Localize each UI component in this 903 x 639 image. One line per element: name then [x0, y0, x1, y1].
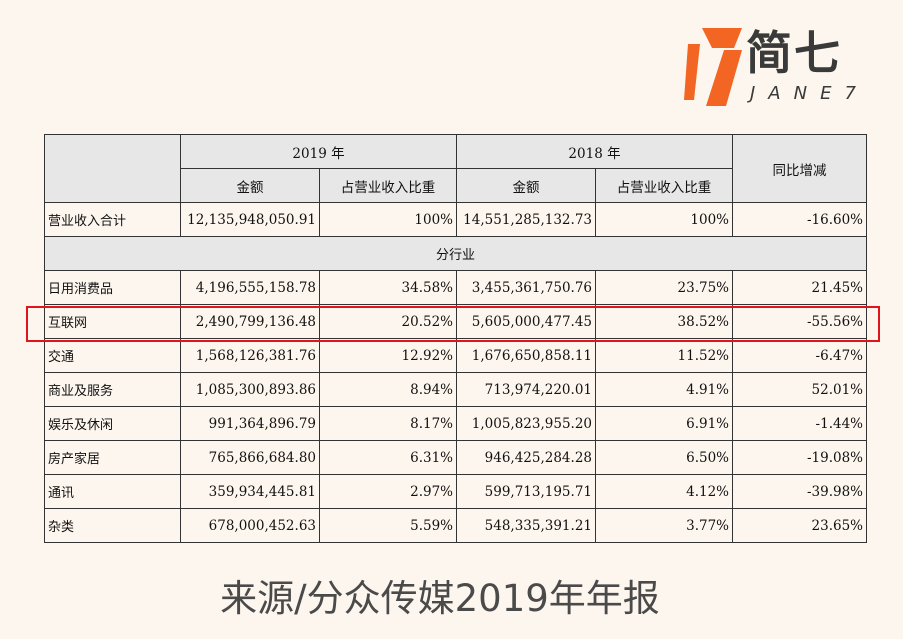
row-share-2019: 12.92% — [319, 338, 457, 373]
row-label: 房产家居 — [44, 440, 181, 475]
header-blank — [44, 134, 181, 203]
row-amount-2018: 1,676,650,858.11 — [456, 338, 596, 373]
row-yoy: -19.08% — [732, 440, 867, 475]
total-yoy: -16.60% — [732, 202, 867, 237]
row-amount-2018: 5,605,000,477.45 — [456, 304, 596, 339]
row-amount-2019: 765,866,684.80 — [180, 440, 320, 475]
brand-logo: 简七 JANE7 — [684, 24, 884, 108]
total-amount-2019: 12,135,948,050.91 — [180, 202, 320, 237]
table-row: 杂类 678,000,452.63 5.59% 548,335,391.21 3… — [44, 508, 867, 543]
row-amount-2019: 2,490,799,136.48 — [180, 304, 320, 339]
row-yoy: -6.47% — [732, 338, 867, 373]
row-yoy: 21.45% — [732, 270, 867, 305]
row-yoy: -39.98% — [732, 474, 867, 509]
row-amount-2019: 678,000,452.63 — [180, 508, 320, 543]
row-label: 通讯 — [44, 474, 181, 509]
total-share-2018: 100% — [595, 202, 733, 237]
table-row: 交通 1,568,126,381.76 12.92% 1,676,650,858… — [44, 338, 867, 373]
row-amount-2019: 1,568,126,381.76 — [180, 338, 320, 373]
row-yoy: 52.01% — [732, 372, 867, 407]
header-2019: 2019 年 — [180, 134, 457, 169]
row-share-2019: 20.52% — [319, 304, 457, 339]
row-amount-2019: 991,364,896.79 — [180, 406, 320, 441]
section-label: 分行业 — [44, 236, 867, 271]
row-amount-2018: 548,335,391.21 — [456, 508, 596, 543]
row-share-2018: 11.52% — [595, 338, 733, 373]
highlight-box — [26, 306, 880, 342]
row-share-2019: 6.31% — [319, 440, 457, 475]
row-yoy: 23.65% — [732, 508, 867, 543]
total-row: 营业收入合计 12,135,948,050.91 100% 14,551,285… — [44, 202, 867, 237]
table-row: 房产家居 765,866,684.80 6.31% 946,425,284.28… — [44, 440, 867, 475]
brand-logo-en: JANE7 — [750, 83, 869, 104]
row-amount-2019: 1,085,300,893.86 — [180, 372, 320, 407]
row-label: 杂类 — [44, 508, 181, 543]
table-row: 商业及服务 1,085,300,893.86 8.94% 713,974,220… — [44, 372, 867, 407]
row-label: 日用消费品 — [44, 270, 181, 305]
row-amount-2018: 946,425,284.28 — [456, 440, 596, 475]
row-share-2018: 4.91% — [595, 372, 733, 407]
header-yoy: 同比增减 — [732, 134, 867, 203]
row-amount-2018: 3,455,361,750.76 — [456, 270, 596, 305]
row-share-2018: 4.12% — [595, 474, 733, 509]
row-share-2018: 6.91% — [595, 406, 733, 441]
revenue-table: 2019 年 2018 年 同比增减 金额 占营业收入比重 金额 占营业收入比重… — [44, 134, 867, 543]
row-share-2019: 34.58% — [319, 270, 457, 305]
table-row: 日用消费品 4,196,555,158.78 34.58% 3,455,361,… — [44, 270, 867, 305]
header-row-years: 2019 年 2018 年 同比增减 — [44, 134, 867, 203]
brand-logo-cn: 简七 — [746, 26, 842, 80]
row-share-2019: 8.94% — [319, 372, 457, 407]
row-label: 商业及服务 — [44, 372, 181, 407]
total-label: 营业收入合计 — [44, 202, 181, 237]
row-share-2019: 2.97% — [319, 474, 457, 509]
row-share-2019: 8.17% — [319, 406, 457, 441]
row-share-2018: 23.75% — [595, 270, 733, 305]
brand-logo-mark-icon — [684, 28, 742, 106]
row-yoy: -1.44% — [732, 406, 867, 441]
total-share-2019: 100% — [319, 202, 457, 237]
row-share-2018: 6.50% — [595, 440, 733, 475]
row-label: 娱乐及休闲 — [44, 406, 181, 441]
header-amount-2018: 金额 — [456, 168, 596, 203]
total-amount-2018: 14,551,285,132.73 — [456, 202, 596, 237]
row-amount-2019: 359,934,445.81 — [180, 474, 320, 509]
row-share-2018: 3.77% — [595, 508, 733, 543]
row-share-2019: 5.59% — [319, 508, 457, 543]
table-row: 通讯 359,934,445.81 2.97% 599,713,195.71 4… — [44, 474, 867, 509]
table-row: 娱乐及休闲 991,364,896.79 8.17% 1,005,823,955… — [44, 406, 867, 441]
table-row-highlighted: 互联网 2,490,799,136.48 20.52% 5,605,000,47… — [44, 304, 867, 339]
row-amount-2019: 4,196,555,158.78 — [180, 270, 320, 305]
header-share-2018: 占营业收入比重 — [595, 168, 733, 203]
header-share-2019: 占营业收入比重 — [319, 168, 457, 203]
section-row: 分行业 — [44, 236, 867, 271]
header-amount-2019: 金额 — [180, 168, 320, 203]
row-amount-2018: 599,713,195.71 — [456, 474, 596, 509]
row-label: 互联网 — [44, 304, 181, 339]
header-row-metrics: 金额 占营业收入比重 金额 占营业收入比重 — [45, 168, 867, 203]
row-amount-2018: 713,974,220.01 — [456, 372, 596, 407]
source-caption: 来源/分众传媒2019年年报 — [220, 577, 660, 620]
row-label: 交通 — [44, 338, 181, 373]
header-2018: 2018 年 — [456, 134, 733, 169]
row-amount-2018: 1,005,823,955.20 — [456, 406, 596, 441]
